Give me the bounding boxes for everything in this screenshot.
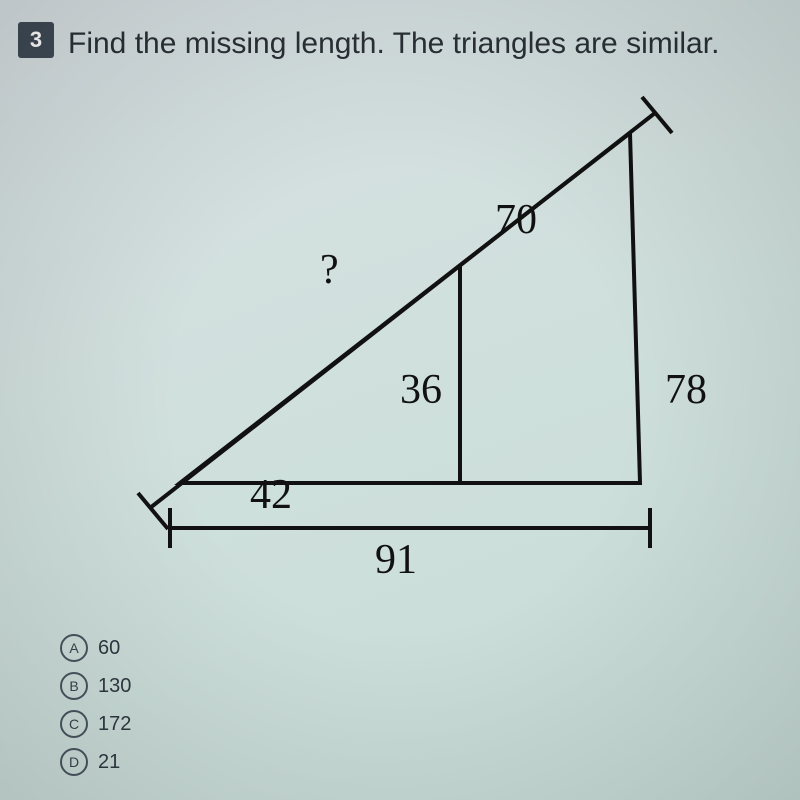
choice-a[interactable]: A 60 [60,634,131,662]
question-number-badge: 3 [18,22,54,58]
choice-letter: C [60,710,88,738]
question-header: 3 Find the missing length. The triangles… [0,0,800,73]
choice-value: 172 [98,713,131,736]
label-70: 70 [495,197,537,243]
triangle-diagram: ? 70 36 78 42 91 [90,83,710,603]
answer-choices: A 60 B 130 C 172 D 21 [60,634,131,776]
label-unknown: ? [320,247,339,293]
choice-d[interactable]: D 21 [60,748,131,776]
choice-letter: A [60,634,88,662]
label-78: 78 [665,367,707,413]
outer-triangle [180,133,640,483]
choice-value: 130 [98,675,131,698]
label-91: 91 [375,537,417,583]
choice-b[interactable]: B 130 [60,672,131,700]
choice-letter: D [60,748,88,776]
question-text: Find the missing length. The triangles a… [68,22,719,63]
label-36: 36 [400,367,442,413]
label-42: 42 [250,472,292,518]
choice-letter: B [60,672,88,700]
choice-value: 21 [98,751,120,774]
tick-upper [642,97,672,133]
choice-value: 60 [98,637,120,660]
choice-c[interactable]: C 172 [60,710,131,738]
